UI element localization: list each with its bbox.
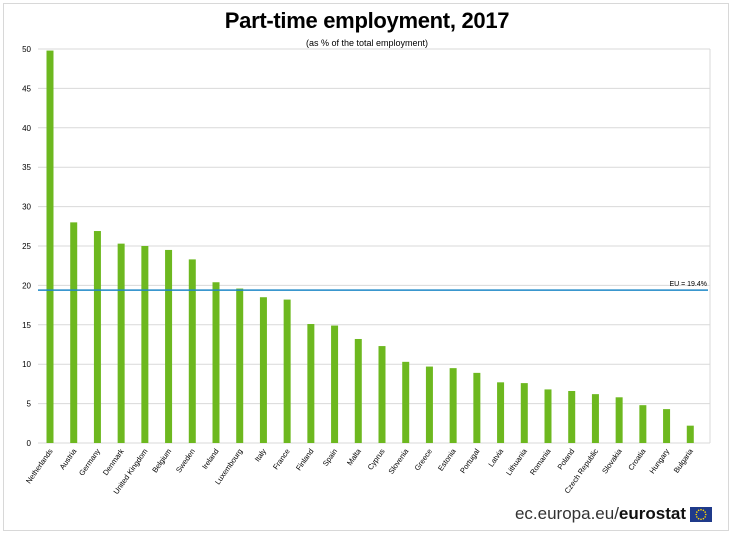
flag-star-icon <box>696 515 698 518</box>
flag-star-icon <box>695 513 697 515</box>
bar <box>141 246 149 443</box>
bar <box>236 288 244 443</box>
y-tick-label: 25 <box>22 242 31 251</box>
flag-star-icon <box>702 517 705 519</box>
x-tick-label: Malta <box>345 446 363 467</box>
bar <box>283 299 291 443</box>
x-tick-label: Finland <box>294 447 315 472</box>
y-tick-label: 35 <box>22 163 31 172</box>
footer-site-prefix: ec.europa.eu/ <box>514 504 619 523</box>
bar <box>354 338 362 443</box>
bar <box>331 325 339 443</box>
y-tick-label: 45 <box>22 84 31 93</box>
bar <box>212 282 220 443</box>
bar <box>686 425 694 443</box>
bar <box>259 297 267 443</box>
bar <box>165 249 173 443</box>
eu-flag-icon <box>690 506 712 522</box>
flag-star-icon <box>697 509 700 511</box>
y-tick-label: 50 <box>22 45 31 54</box>
flag-star-icon <box>704 515 706 518</box>
x-tick-label: Bulgaria <box>672 446 696 474</box>
bar <box>520 383 528 443</box>
y-tick-label: 30 <box>22 203 31 212</box>
flag-star-icon <box>702 509 705 511</box>
x-tick-label: France <box>271 447 292 471</box>
x-tick-label: Germany <box>77 447 102 478</box>
chart-subtitle: (as % of the total employment) <box>305 38 429 48</box>
bar <box>615 397 623 443</box>
x-tick-label: Slovakia <box>600 446 624 475</box>
bar <box>307 324 315 443</box>
x-tick-label: Portugal <box>458 447 482 475</box>
y-tick-label: 5 <box>27 400 32 409</box>
x-tick-label: Latvia <box>486 446 505 468</box>
flag-star-icon <box>705 513 707 515</box>
y-tick-label: 20 <box>22 281 31 290</box>
footer-site-brand: eurostat <box>618 504 686 523</box>
bar <box>663 409 671 443</box>
bar <box>402 361 410 443</box>
chart-frame <box>3 3 729 531</box>
bar <box>497 382 505 443</box>
flag-star-icon <box>696 510 698 513</box>
bar <box>188 259 196 443</box>
bar <box>544 389 552 443</box>
x-tick-label: Belgium <box>150 447 173 474</box>
y-tick-label: 10 <box>22 360 31 369</box>
x-tick-label: Netherlands <box>24 447 55 485</box>
y-tick-label: 40 <box>22 124 31 133</box>
y-tick-label: 15 <box>22 321 31 330</box>
x-tick-label: Slovenia <box>386 446 410 475</box>
x-tick-label: Austria <box>58 446 79 471</box>
bar <box>46 50 54 444</box>
bar <box>117 243 125 443</box>
x-tick-label: Romania <box>528 446 553 476</box>
footer-site-text: ec.europa.eu/eurostat <box>515 504 686 524</box>
flag-star-icon <box>700 518 702 520</box>
bar <box>378 346 386 443</box>
x-tick-label: Hungary <box>648 447 672 476</box>
bar <box>473 372 481 443</box>
flag-star-icon <box>704 510 706 513</box>
x-tick-label: Lithuania <box>504 446 529 477</box>
flag-star-icon <box>700 508 702 510</box>
bar <box>591 394 599 443</box>
bar <box>425 366 433 443</box>
bar <box>449 368 457 443</box>
x-tick-label: Ireland <box>200 447 221 471</box>
x-tick-label: Denmark <box>101 447 126 477</box>
x-tick-label: Greece <box>413 447 434 472</box>
x-tick-label: Italy <box>253 447 268 464</box>
flag-star-icon <box>697 517 700 519</box>
bar <box>568 390 576 443</box>
x-tick-label: Croatia <box>626 446 648 472</box>
x-tick-label: Sweden <box>174 447 197 474</box>
bar <box>639 405 647 443</box>
bar <box>70 222 78 443</box>
chart-title: Part-time employment, 2017 <box>224 8 510 33</box>
x-tick-label: Estonia <box>436 446 458 472</box>
eu-average-label: EU = 19.4% <box>669 281 707 288</box>
footer-brand: ec.europa.eu/eurostat <box>515 504 712 524</box>
x-tick-label: Spain <box>321 447 339 468</box>
x-tick-label: Cyprus <box>366 447 387 472</box>
x-tick-label: Poland <box>556 447 577 471</box>
y-tick-label: 0 <box>27 439 32 448</box>
bar <box>93 231 101 443</box>
